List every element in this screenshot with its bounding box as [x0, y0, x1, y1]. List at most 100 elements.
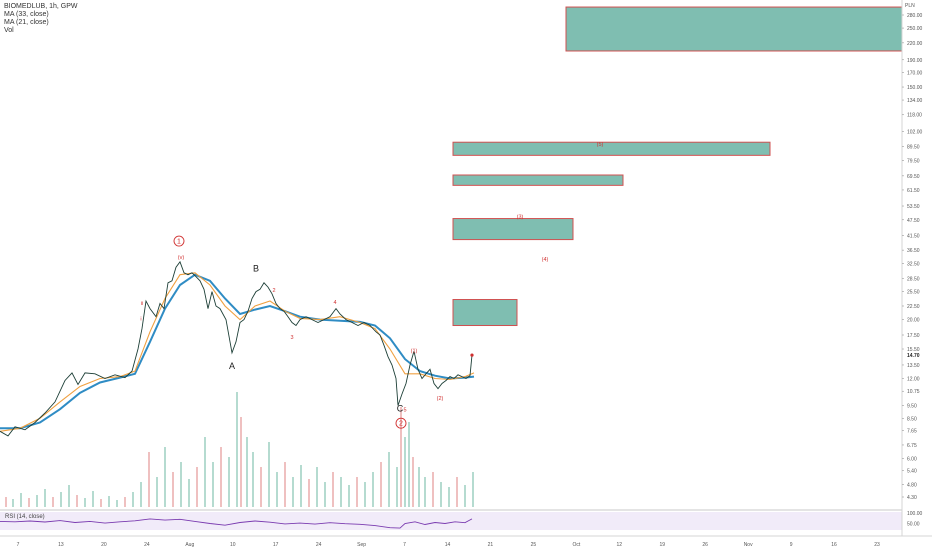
time-tick-label: 7 — [403, 542, 406, 548]
price-tick-label: 150.00 — [907, 85, 923, 91]
target-zone — [452, 218, 574, 241]
time-tick-label: 23 — [874, 542, 880, 548]
price-tick-label: 41.50 — [907, 233, 920, 239]
price-tick-label: 4.80 — [907, 482, 917, 488]
price-tick-label: 69.50 — [907, 174, 920, 180]
volume-bar — [372, 472, 374, 507]
price-tick-label: 118.00 — [907, 113, 922, 119]
price-line-group — [0, 260, 474, 437]
symbol-title: BIOMEDLUB, 1h, GPW — [4, 3, 78, 10]
ma33-label: MA (33, close) — [4, 11, 49, 18]
price-tick-label: 47.50 — [907, 218, 920, 224]
price-axis-background — [902, 0, 932, 550]
price-tick-label: 5.40 — [907, 469, 917, 475]
time-tick-label: 20 — [101, 542, 107, 548]
volume-bar — [20, 493, 22, 507]
price-axis[interactable]: PLN 280.00 250.00 220.00 190.00 170.00 150.00 1… — [901, 0, 932, 550]
volume-bar — [448, 487, 450, 507]
last-price-label: 14.70 — [907, 353, 920, 359]
volume-bar — [340, 477, 342, 507]
volume-bar — [132, 492, 134, 507]
price-tick-label: 89.50 — [907, 145, 920, 151]
volume-bar — [348, 485, 350, 507]
volume-bar — [412, 457, 414, 507]
price-tick-label: 79.50 — [907, 158, 920, 164]
wave-label: 4 — [333, 300, 336, 306]
volume-bar — [116, 500, 118, 507]
wave-label: A — [229, 361, 235, 371]
price-tick-label: 12.00 — [907, 377, 920, 383]
time-tick-label: 12 — [617, 542, 623, 548]
time-tick-label: 26 — [702, 542, 708, 548]
volume-bar — [356, 477, 358, 507]
vol-label: Vol — [4, 27, 14, 34]
volume-bar — [76, 495, 78, 507]
volume-bar — [140, 482, 142, 507]
price-tick-label: 250.00 — [907, 26, 923, 32]
target-zone — [565, 6, 903, 52]
volume-bar — [240, 417, 242, 507]
volume-bar — [424, 477, 426, 507]
price-tick-label: 13.50 — [907, 363, 920, 369]
wave-label: 5 — [403, 408, 406, 414]
price-tick-label: 15.50 — [907, 347, 920, 353]
price-tick-label: 220.00 — [907, 41, 923, 47]
time-tick-label: 16 — [831, 542, 837, 548]
time-tick-label: 17 — [273, 542, 279, 548]
time-tick-label: 10 — [230, 542, 236, 548]
volume-bar — [5, 497, 7, 507]
rsi-tick-label: 50.00 — [907, 522, 920, 528]
volume-bar — [156, 477, 158, 507]
volume-bar — [236, 392, 238, 507]
time-tick-label: Aug — [185, 542, 194, 548]
time-tick-label: 19 — [659, 542, 665, 548]
wave-label: ii — [141, 301, 143, 307]
volume-bar — [472, 472, 474, 507]
price-tick-label: 280.00 — [907, 13, 923, 19]
currency-label: PLN — [905, 3, 915, 9]
volume-bar — [276, 472, 278, 507]
volume-bar — [220, 447, 222, 507]
volume-bar — [180, 462, 182, 507]
time-tick-label: 24 — [316, 542, 322, 548]
wave-label: 2 — [399, 421, 403, 428]
wave-label: (3) — [517, 215, 524, 221]
price-tick-label: 4.30 — [907, 495, 917, 501]
time-tick-label: 9 — [790, 542, 793, 548]
wave-label: B — [253, 264, 259, 274]
price-tick-label: 17.50 — [907, 333, 920, 339]
volume-bar — [212, 462, 214, 507]
volume-bar — [418, 467, 420, 507]
wave-label: 1 — [177, 239, 181, 246]
time-tick-label: Nov — [744, 542, 753, 548]
time-tick-label: 13 — [58, 542, 64, 548]
volume-bar — [124, 497, 126, 507]
rsi-tick-label: 100.00 — [907, 511, 923, 517]
wave-label: (5) — [597, 142, 604, 148]
volume-bar — [464, 485, 466, 507]
ma21-label: MA (21, close) — [4, 19, 49, 26]
price-tick-label: 102.00 — [907, 130, 923, 136]
time-tick-label: 24 — [144, 542, 150, 548]
wave-label-circle — [395, 417, 407, 429]
volume-bar — [316, 467, 318, 507]
wave-label: (1) — [411, 348, 418, 354]
volume-bar — [332, 472, 334, 507]
volume-bar — [396, 467, 398, 507]
rsi-background — [0, 510, 902, 536]
price-tick-label: 10.75 — [907, 389, 920, 395]
volume-bar — [400, 407, 402, 507]
volume-bar — [100, 499, 102, 507]
wave-label: 3 — [290, 335, 293, 341]
target-zones — [452, 6, 903, 327]
target-zone — [452, 299, 518, 327]
volume-bar — [164, 447, 166, 507]
volume-bar — [388, 452, 390, 507]
rsi-line — [0, 518, 473, 529]
volume-bar — [148, 452, 150, 507]
volume-bar — [28, 498, 30, 507]
volume-bar — [246, 437, 248, 507]
time-axis[interactable]: 7 13 20 24 Aug 10 17 24 Sep 7 14 21 25 Oct 12 19 26 Nov 9 1… — [0, 535, 932, 548]
rsi-label: RSI (14, close) — [5, 514, 45, 520]
